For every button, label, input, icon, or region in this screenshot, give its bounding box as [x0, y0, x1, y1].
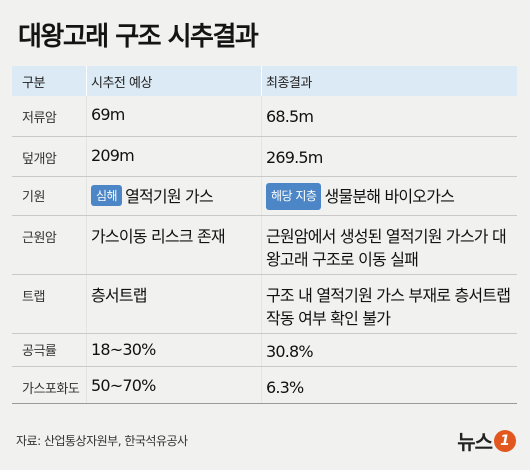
result-value: 구조 내 열적기원 가스 부재로 층서트랩 작동 여부 확인 불가 — [261, 275, 517, 333]
chart-title: 대왕고래 구조 시추결과 — [18, 22, 259, 52]
news1-logo: 뉴스 1 — [457, 426, 516, 455]
expected-value: 209m — [86, 137, 261, 176]
table-header: 구분 시추전 예상 최종결과 — [12, 66, 517, 96]
row-label: 공극률 — [22, 344, 57, 359]
row-label: 덮개암 — [22, 152, 57, 167]
expected-cell: 심해 열적기원 가스 — [86, 177, 261, 215]
row-label: 근원암 — [22, 231, 57, 246]
result-value: 68.5m — [261, 96, 517, 136]
source-note: 자료: 산업통상자원부, 한국석유공사 — [16, 434, 188, 448]
row-label: 기원 — [22, 190, 45, 205]
expected-value: 열적기원 가스 — [125, 187, 214, 206]
header-result: 최종결과 — [266, 75, 312, 91]
result-value: 30.8% — [261, 334, 517, 366]
table-row: 저류암 69m 68.5m — [12, 96, 517, 137]
row-label: 저류암 — [22, 111, 57, 126]
row-label: 트랩 — [22, 290, 45, 305]
expected-value: 50~70% — [86, 367, 261, 403]
table-row: 가스포화도 50~70% 6.3% — [12, 367, 517, 404]
layer-badge: 해당 지층 — [266, 183, 322, 210]
result-cell: 해당 지층 생물분해 바이오가스 — [261, 177, 517, 215]
header-expected: 시추전 예상 — [91, 75, 152, 91]
result-value: 근원암에서 생성된 열적기원 가스가 대왕고래 구조로 이동 실패 — [261, 216, 517, 274]
expected-value: 69m — [86, 96, 261, 136]
header-category: 구분 — [22, 75, 45, 91]
table-row: 덮개암 209m 269.5m — [12, 137, 517, 177]
table-row: 트랩 층서트랩 구조 내 열적기원 가스 부재로 층서트랩 작동 여부 확인 불… — [12, 275, 517, 334]
table-row: 기원 심해 열적기원 가스 해당 지층 생물분해 바이오가스 — [12, 177, 517, 216]
expected-value: 가스이동 리스크 존재 — [86, 216, 261, 274]
deep-sea-badge: 심해 — [91, 185, 123, 206]
expected-value: 18~30% — [86, 334, 261, 366]
result-value: 생물분해 바이오가스 — [324, 187, 455, 206]
results-table: 구분 시추전 예상 최종결과 저류암 69m 68.5m 덮개암 209m 26… — [12, 66, 517, 404]
result-value: 6.3% — [261, 367, 517, 403]
row-label: 가스포화도 — [22, 382, 80, 397]
logo-mark-icon: 1 — [494, 429, 516, 452]
expected-value: 층서트랩 — [86, 275, 261, 333]
result-value: 269.5m — [261, 137, 517, 176]
table-row: 근원암 가스이동 리스크 존재 근원암에서 생성된 열적기원 가스가 대왕고래 … — [12, 216, 517, 275]
logo-text: 뉴스 — [457, 430, 493, 454]
table-row: 공극률 18~30% 30.8% — [12, 334, 517, 367]
